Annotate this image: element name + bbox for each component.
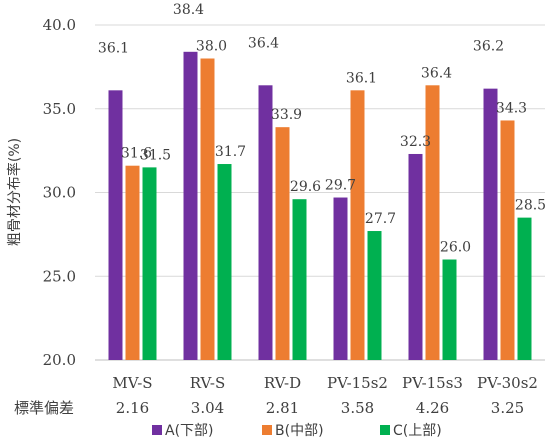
y-tick-label: 40.0 [43, 16, 76, 34]
data-label: 29.6 [290, 179, 321, 195]
bar [125, 165, 140, 360]
data-label: 27.7 [365, 211, 396, 227]
data-label: 34.3 [496, 100, 527, 116]
legend-swatch [262, 425, 272, 435]
category-label: PV-15s3 [402, 374, 463, 392]
data-label: 32.3 [400, 134, 431, 150]
data-label: 38.4 [173, 2, 204, 18]
data-label: 31.7 [215, 144, 246, 160]
data-label: 36.4 [248, 35, 279, 51]
legend-item: A(下部) [152, 423, 214, 439]
data-label: 36.1 [98, 40, 129, 56]
bar [442, 259, 457, 360]
bar [408, 153, 423, 360]
data-label: 33.9 [271, 107, 302, 123]
gridlines [95, 24, 545, 361]
y-axis: 20.0 25.0 30.0 35.0 40.0 [43, 16, 76, 369]
data-label: 28.5 [515, 198, 546, 214]
y-tick-label: 25.0 [43, 267, 76, 285]
std-dev-value: 3.58 [341, 399, 374, 417]
data-label: 31.5 [140, 147, 171, 163]
bar [275, 127, 290, 360]
legend-label: B(中部) [275, 423, 324, 439]
std-dev-value: 3.04 [191, 399, 224, 417]
y-axis-label: 粗骨材分布率(%) [6, 138, 23, 246]
legend-swatch [380, 425, 390, 435]
bar [258, 85, 273, 361]
data-label: 29.7 [325, 178, 356, 194]
std-dev-row: 2.16 3.04 2.81 3.58 4.26 3.25 [116, 399, 524, 417]
bar [350, 90, 365, 360]
std-dev-row-title: 標準偏差 [14, 399, 74, 417]
x-axis: MV-S RV-S RV-D PV-15s2 PV-15s3 PV-30s2 [112, 374, 538, 392]
std-dev-value: 4.26 [416, 399, 449, 417]
legend-label: A(下部) [165, 423, 214, 439]
category-label: RV-D [264, 374, 301, 392]
bar [517, 217, 532, 360]
category-label: MV-S [112, 374, 152, 392]
bar [183, 51, 198, 361]
category-label: PV-30s2 [477, 374, 538, 392]
legend-item: B(中部) [262, 423, 324, 439]
y-tick-label: 20.0 [43, 351, 76, 369]
data-label: 36.2 [473, 39, 504, 55]
bars [108, 51, 532, 361]
legend-swatch [152, 425, 162, 435]
data-label: 36.1 [346, 70, 377, 86]
data-labels: 36.1 31.631.5 38.4 38.0 31.7 36.4 33.9 29.6 29.7… [98, 2, 546, 256]
bar [483, 88, 498, 361]
std-dev-value: 2.81 [266, 399, 299, 417]
bar [200, 58, 215, 360]
data-label: 36.4 [421, 65, 452, 81]
std-dev-value: 3.25 [491, 399, 524, 417]
category-label: PV-15s2 [327, 374, 388, 392]
data-label: 26.0 [440, 240, 471, 256]
y-tick-label: 35.0 [43, 100, 76, 118]
bar [142, 167, 157, 360]
legend-item: C(上部) [380, 423, 442, 439]
legend-label: C(上部) [393, 423, 442, 439]
bar [292, 199, 307, 360]
y-tick-label: 30.0 [43, 184, 76, 202]
bar [367, 231, 382, 360]
std-dev-value: 2.16 [116, 399, 149, 417]
bar [108, 90, 123, 360]
legend: A(下部) B(中部) C(上部) [152, 423, 442, 439]
data-label: 38.0 [196, 39, 227, 55]
bar [217, 164, 232, 360]
bar [425, 85, 440, 361]
bar [500, 120, 515, 360]
data-label: 31.6 [121, 146, 152, 162]
bar [333, 197, 348, 360]
category-label: RV-S [190, 374, 226, 392]
